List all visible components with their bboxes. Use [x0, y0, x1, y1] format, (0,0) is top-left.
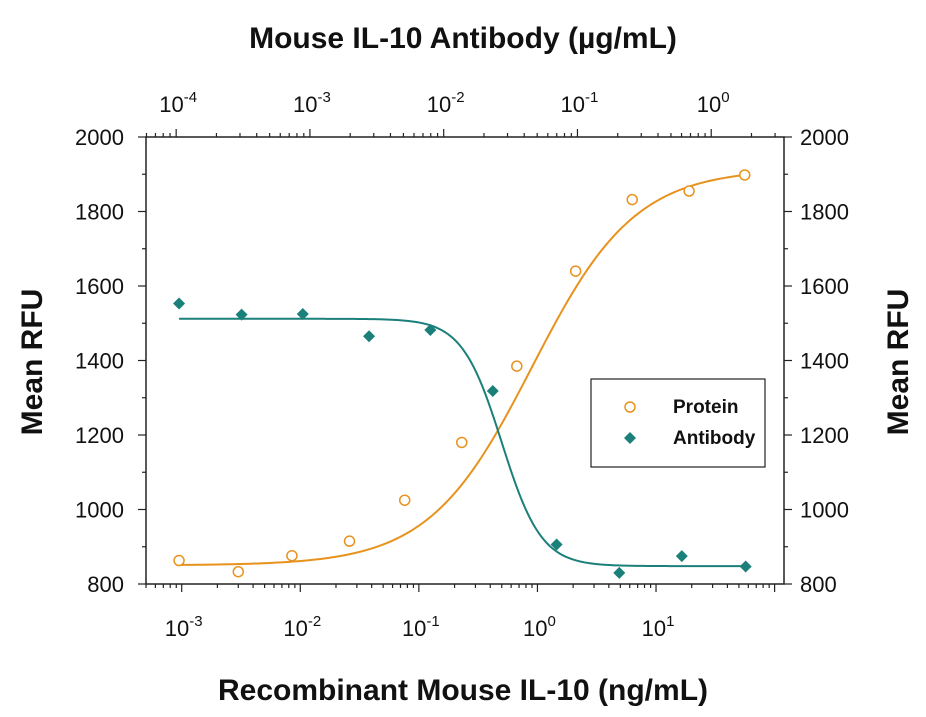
- data-point-antibody: [363, 330, 376, 343]
- legend-protein-marker: [624, 401, 636, 413]
- y-axis-label-right: Mean RFU: [882, 289, 915, 436]
- data-point-antibody: [486, 385, 499, 398]
- y-tick-label-left: 1800: [75, 200, 124, 225]
- y-tick-label-right: 800: [800, 572, 837, 597]
- data-point-antibody: [424, 323, 437, 336]
- data-point-protein: [343, 535, 356, 547]
- y-tick-label-right: 1200: [800, 423, 849, 448]
- data-point-protein: [738, 169, 751, 181]
- legend-antibody-marker: [624, 432, 636, 444]
- x-tick-label-bottom: 101: [642, 613, 675, 641]
- data-points: [173, 169, 752, 579]
- x-axis-label: Recombinant Mouse IL-10 (ng/mL): [218, 674, 708, 707]
- x-tick-label-bottom: 10-1: [402, 613, 440, 641]
- plot-frame: [145, 136, 785, 585]
- y-tick-label-left: 2000: [75, 125, 124, 150]
- tick-layer: 10-3 10-2 10-1 100 101 10-4 10-3 10-2 10-1 100 800…: [75, 89, 849, 641]
- data-point-protein: [456, 436, 468, 449]
- legend-protein-label: Protein: [673, 397, 738, 418]
- fit-curves: [179, 173, 746, 568]
- y-tick-label-left: 800: [87, 572, 124, 597]
- x-tick-label-top: 10-1: [561, 89, 599, 117]
- y-tick-label-right: 1800: [800, 200, 849, 225]
- data-point-antibody: [235, 308, 248, 321]
- data-point-antibody: [613, 566, 626, 579]
- legend-box: [590, 378, 766, 468]
- data-point-protein: [398, 494, 411, 506]
- fit-curve-protein: [179, 173, 745, 566]
- data-point-protein: [683, 185, 695, 197]
- x-tick-label-bottom: 10-3: [165, 613, 203, 641]
- data-point-protein: [569, 265, 582, 277]
- x-tick-label-bottom: 10-2: [283, 613, 321, 641]
- y-tick-label-right: 1400: [800, 349, 849, 374]
- y-tick-label-right: 2000: [800, 125, 849, 150]
- x-tick-label-bottom: 100: [523, 613, 556, 641]
- data-point-antibody: [550, 538, 563, 551]
- y-tick-label-left: 1000: [75, 498, 124, 523]
- y-axis-label-left: Mean RFU: [16, 289, 49, 436]
- fit-curve-antibody: [179, 317, 746, 568]
- legend: Protein Antibody: [590, 378, 766, 468]
- y-tick-label-left: 1400: [75, 349, 124, 374]
- data-point-protein: [286, 549, 298, 562]
- data-point-antibody: [296, 307, 309, 320]
- x-tick-label-top: 10-4: [159, 89, 197, 117]
- x-tick-label-top: 100: [697, 89, 730, 117]
- y-tick-label-left: 1600: [75, 274, 124, 299]
- y-tick-label-right: 1600: [800, 274, 849, 299]
- x-tick-label-top: 10-3: [293, 89, 331, 117]
- data-point-antibody: [173, 297, 186, 310]
- legend-antibody-label: Antibody: [673, 428, 756, 449]
- chart-title: Mouse IL-10 Antibody (µg/mL): [249, 22, 677, 55]
- data-point-protein: [626, 193, 638, 206]
- x-tick-label-top: 10-2: [427, 89, 465, 117]
- data-point-antibody: [675, 550, 688, 563]
- y-tick-label-left: 1200: [75, 423, 124, 448]
- data-point-protein: [511, 360, 523, 372]
- data-point-protein: [232, 565, 245, 578]
- data-point-antibody: [739, 560, 752, 573]
- y-tick-label-right: 1000: [800, 498, 849, 523]
- data-point-protein: [173, 554, 185, 567]
